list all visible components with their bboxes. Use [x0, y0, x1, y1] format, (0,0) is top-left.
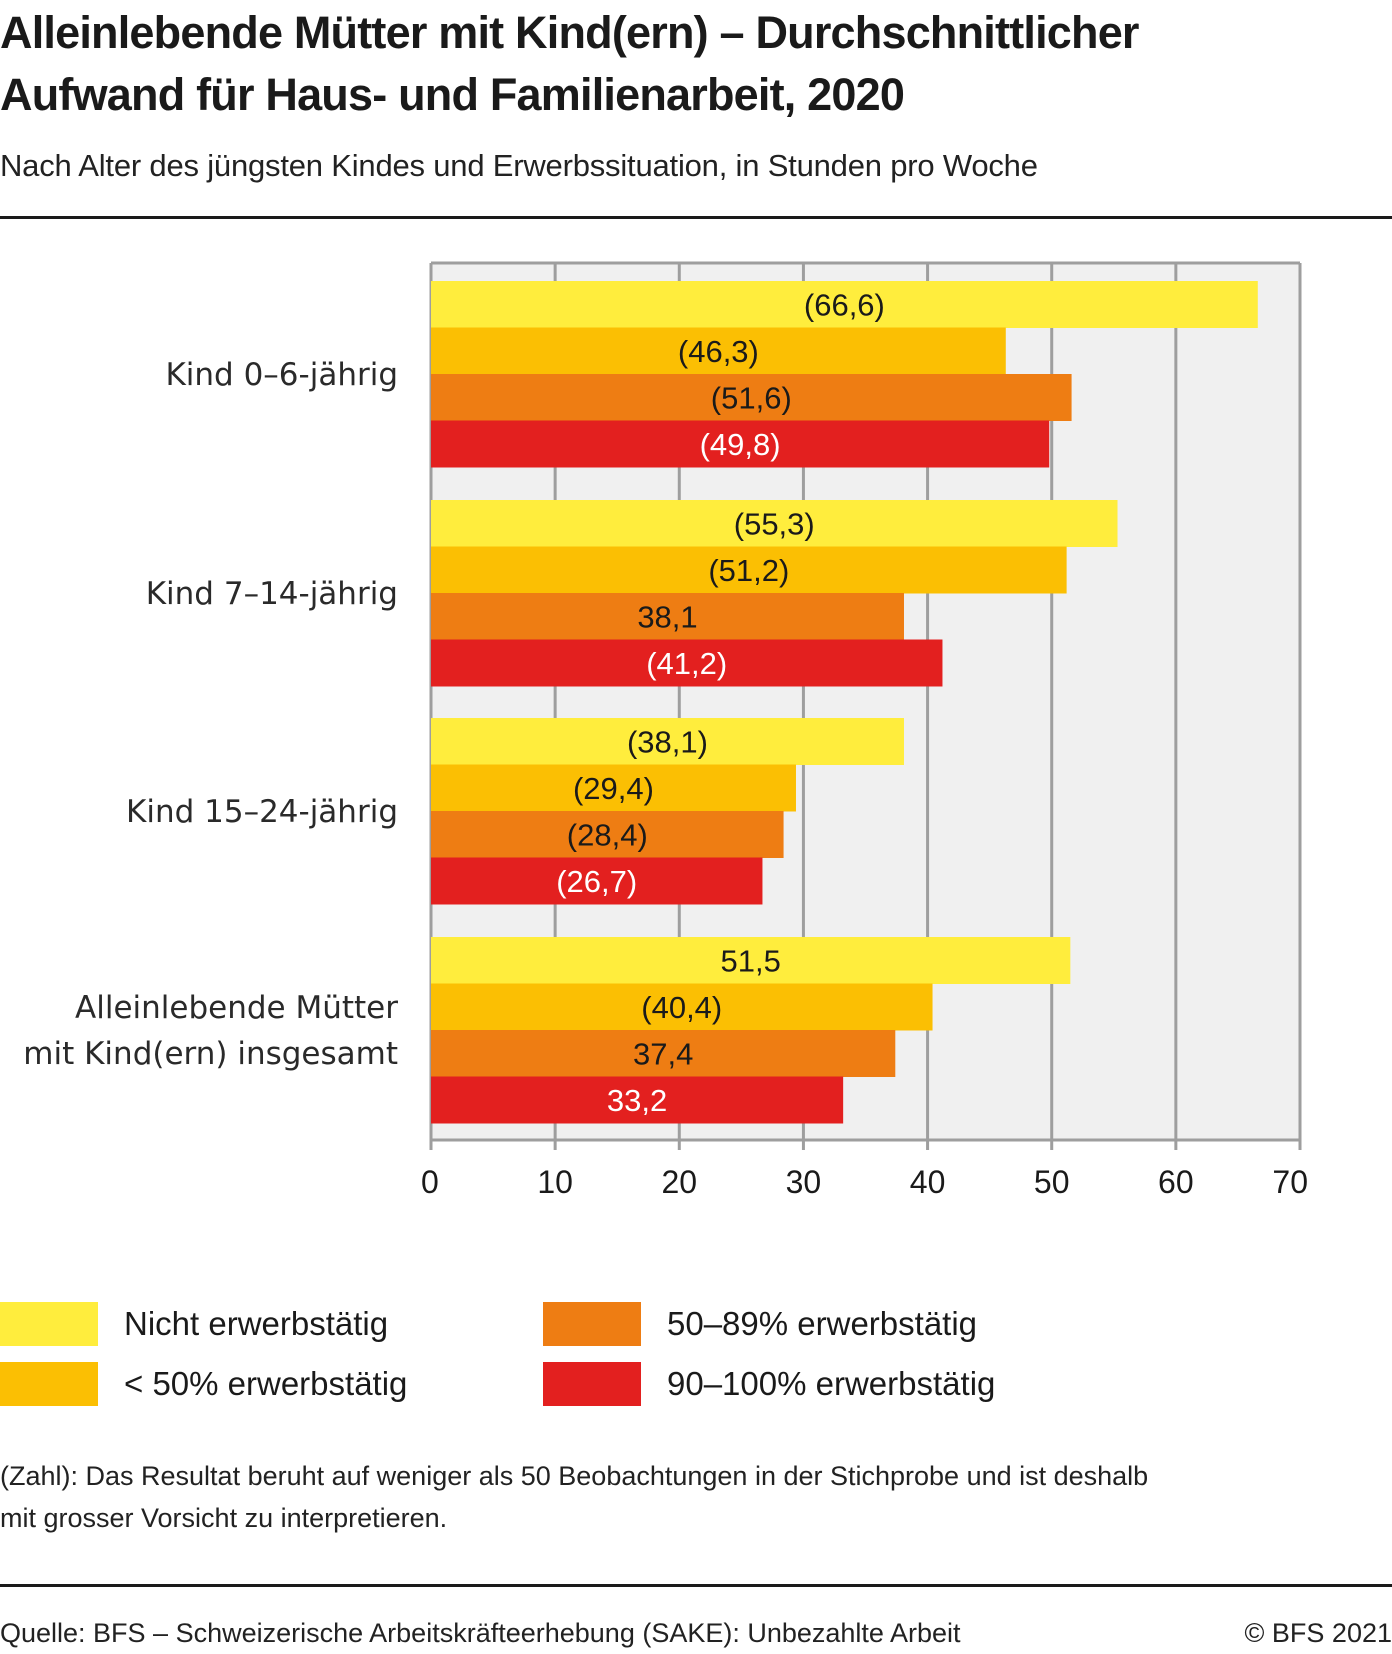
x-tick-label: 40 — [910, 1164, 946, 1200]
bar — [431, 374, 1072, 421]
footnote-line-2: mit grosser Vorsicht zu interpretieren. — [0, 1503, 448, 1533]
legend-swatch — [0, 1302, 98, 1346]
data-label: (49,8) — [700, 427, 781, 462]
legend-swatch — [543, 1362, 641, 1406]
category-label: Alleinlebende Mütter — [75, 990, 398, 1026]
data-label: (66,6) — [804, 287, 885, 322]
bar — [431, 811, 784, 858]
legend-item-unter-50: < 50% erwerbstätig — [0, 1362, 407, 1406]
legend-swatch — [0, 1362, 98, 1406]
bar — [431, 983, 933, 1031]
chart-subtitle: Nach Alter des jüngsten Kindes und Erwer… — [0, 148, 1038, 183]
data-label: 51,5 — [720, 943, 780, 978]
data-label: (38,1) — [627, 724, 708, 759]
title-line-2: Aufwand für Haus- und Familienarbeit, 20… — [0, 69, 905, 120]
x-tick-label: 50 — [1034, 1164, 1070, 1200]
data-label: (41,2) — [646, 646, 727, 681]
legend: Nicht erwerbstätig < 50% erwerbstätig 50… — [0, 1302, 1392, 1422]
data-label: (26,7) — [556, 864, 637, 899]
legend-label: 90–100% erwerbstätig — [667, 1365, 996, 1402]
category-label: Kind 0–6-jährig — [165, 357, 398, 393]
x-tick-label: 60 — [1158, 1164, 1194, 1200]
top-divider — [0, 216, 1392, 219]
footnote-line-1: (Zahl): Das Resultat beruht auf weniger … — [0, 1461, 1149, 1491]
category-labels: Kind 0–6-jährig Kind 7–14-jährig Kind 15–2… — [23, 357, 398, 1072]
data-label: (55,3) — [734, 506, 815, 541]
bar — [431, 420, 1050, 468]
bar — [431, 281, 1258, 328]
footnote: (Zahl): Das Resultat beruht auf weniger … — [0, 1455, 1392, 1539]
category-label: Kind 15–24-jährig — [126, 794, 398, 830]
bar — [431, 500, 1118, 547]
bar — [431, 1076, 844, 1124]
data-label: (51,2) — [708, 553, 789, 588]
bar-chart: (66,6) (46,3) (51,6) (49,8) (55,3) (51,2) 38,1… — [23, 261, 1308, 1200]
legend-item-nicht-erwerbstaetig: Nicht erwerbstätig — [0, 1302, 388, 1346]
bar — [431, 546, 1067, 594]
title-line-1: Alleinlebende Mütter mit Kind(ern) – Dur… — [0, 7, 1139, 58]
x-tick-label: 30 — [786, 1164, 822, 1200]
bar — [431, 764, 796, 812]
bar — [431, 937, 1071, 984]
x-tick-label: 70 — [1272, 1164, 1308, 1200]
legend-swatch — [543, 1302, 641, 1346]
data-label: 33,2 — [607, 1083, 667, 1118]
data-label: 38,1 — [637, 599, 697, 634]
bar — [431, 327, 1006, 375]
x-tick-label: 0 — [421, 1164, 439, 1200]
legend-item-50-89: 50–89% erwerbstätig — [543, 1302, 977, 1346]
category-label: Kind 7–14-jährig — [146, 576, 398, 612]
x-axis: 0 10 20 30 40 50 60 70 — [421, 1164, 1308, 1200]
legend-label: < 50% erwerbstätig — [124, 1365, 408, 1402]
bar — [431, 857, 763, 905]
chart-title: Alleinlebende Mütter mit Kind(ern) – Dur… — [0, 2, 1392, 126]
bars: (66,6) (46,3) (51,6) (49,8) (55,3) (51,2) 38,1… — [431, 281, 1258, 1124]
data-label: (46,3) — [678, 334, 759, 369]
data-label: 37,4 — [633, 1036, 693, 1071]
bar — [431, 593, 904, 640]
data-label: (28,4) — [567, 817, 648, 852]
bar — [431, 639, 943, 687]
x-tick-label: 10 — [537, 1164, 573, 1200]
bar — [431, 718, 904, 765]
source-note: Quelle: BFS – Schweizerische Arbeitskräf… — [0, 1618, 961, 1648]
x-tick-label: 20 — [661, 1164, 697, 1200]
data-label: (29,4) — [573, 771, 654, 806]
copyright: © BFS 2021 — [1244, 1618, 1392, 1648]
category-label: mit Kind(ern) insgesamt — [23, 1036, 398, 1072]
legend-label: Nicht erwerbstätig — [124, 1305, 389, 1342]
legend-item-90-100: 90–100% erwerbstätig — [543, 1362, 995, 1406]
data-label: (51,6) — [711, 380, 792, 415]
bottom-divider — [0, 1584, 1392, 1587]
bar — [431, 1030, 896, 1077]
legend-label: 50–89% erwerbstätig — [667, 1305, 978, 1342]
data-label: (40,4) — [641, 990, 722, 1025]
